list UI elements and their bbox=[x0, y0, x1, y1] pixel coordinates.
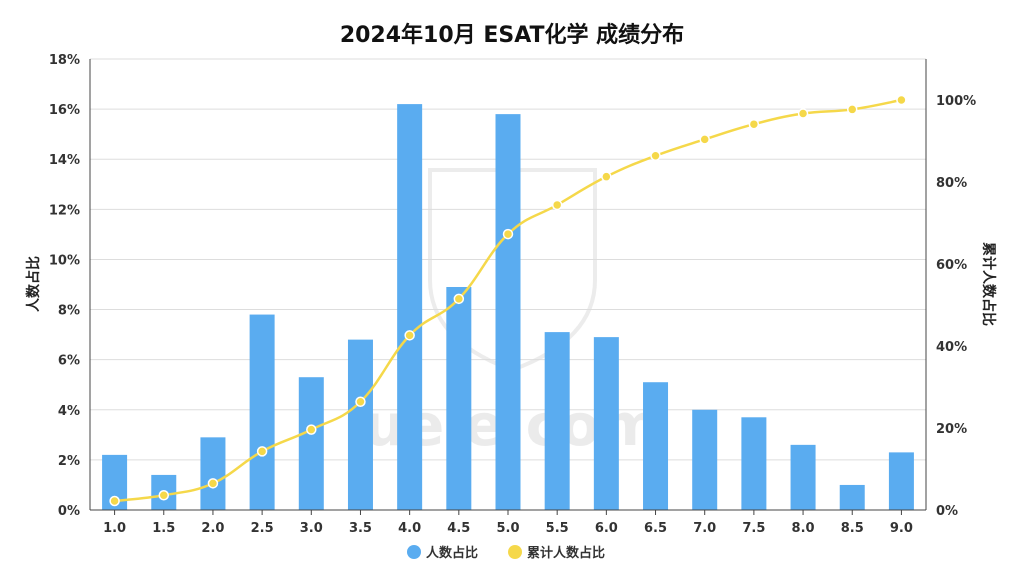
bar bbox=[643, 382, 669, 510]
x-tick-label: 4.5 bbox=[447, 521, 470, 536]
x-tick-label: 6.0 bbox=[595, 521, 618, 536]
x-tick-label: 5.5 bbox=[546, 521, 569, 536]
x-tick-label: 9.0 bbox=[890, 521, 913, 536]
y-tick-label: 4% bbox=[58, 404, 80, 419]
x-tick-label: 7.0 bbox=[693, 521, 716, 536]
chart-title: 2024年10月 ESAT化学 成绩分布 bbox=[340, 22, 684, 48]
line-point bbox=[207, 478, 219, 489]
y2-tick-label: 60% bbox=[936, 258, 967, 273]
line-point bbox=[158, 489, 170, 501]
y2-tick-label: 20% bbox=[936, 422, 967, 437]
line-point bbox=[306, 424, 317, 435]
line-point bbox=[601, 171, 612, 182]
legend-label-line[interactable]: 累计人数占比 bbox=[527, 545, 605, 561]
y2-tick-label: 80% bbox=[936, 176, 967, 191]
x-tick-label: 3.0 bbox=[300, 521, 323, 536]
bar bbox=[200, 437, 226, 510]
y2-tick-label: 40% bbox=[936, 340, 967, 355]
legend-label-bar[interactable]: 人数占比 bbox=[426, 545, 478, 561]
line-point bbox=[846, 104, 858, 115]
x-tick-label: 1.5 bbox=[152, 521, 175, 536]
line-point bbox=[109, 495, 120, 507]
y2-axis-label: 累计人数占比 bbox=[980, 242, 997, 326]
y-tick-label: 0% bbox=[58, 504, 80, 519]
legend-marker-bar bbox=[407, 545, 421, 559]
y-tick-label: 16% bbox=[49, 103, 80, 118]
x-tick-label: 7.5 bbox=[742, 521, 765, 536]
y-tick-label: 8% bbox=[58, 304, 80, 319]
legend: 人数占比 累计人数占比 bbox=[407, 545, 605, 561]
bar bbox=[544, 332, 570, 510]
y2-tick-label: 100% bbox=[936, 94, 976, 109]
x-tick-label: 8.5 bbox=[841, 521, 864, 536]
line-point bbox=[797, 108, 809, 119]
y-tick-label: 6% bbox=[58, 354, 80, 369]
y-tick-label: 2% bbox=[58, 454, 80, 469]
line-point bbox=[748, 118, 760, 130]
y-tick-label: 18% bbox=[49, 53, 80, 68]
line-point bbox=[896, 94, 907, 106]
bar bbox=[249, 314, 275, 510]
line-point bbox=[650, 150, 661, 162]
bar bbox=[888, 452, 914, 510]
line-point bbox=[551, 199, 563, 211]
x-tick-label: 1.0 bbox=[103, 521, 126, 536]
y2-tick-label: 0% bbox=[936, 504, 958, 519]
x-tick-label: 6.5 bbox=[644, 521, 667, 536]
x-tick-label: 8.0 bbox=[792, 521, 815, 536]
x-tick-label: 3.5 bbox=[349, 521, 372, 536]
bar bbox=[298, 377, 324, 510]
bar bbox=[495, 114, 521, 510]
bar bbox=[446, 287, 472, 510]
x-tick-label: 4.0 bbox=[398, 521, 421, 536]
legend-marker-line bbox=[508, 545, 522, 559]
bar bbox=[741, 417, 767, 510]
x-tick-label: 2.0 bbox=[201, 521, 224, 536]
y-axis-label: 人数占比 bbox=[25, 256, 42, 312]
cumulative-line bbox=[109, 94, 907, 507]
line-point bbox=[453, 293, 465, 305]
axes: 0% 2% 4% 6% 8% 10% 12% 14% 16% 18% 0% 20% 40% 60% 80% 1… bbox=[49, 53, 976, 536]
y-tick-label: 14% bbox=[49, 153, 80, 168]
bar bbox=[347, 339, 373, 510]
bar bbox=[790, 444, 816, 510]
line-point bbox=[699, 134, 710, 145]
line-point bbox=[256, 446, 268, 457]
bars bbox=[102, 104, 914, 510]
line-point bbox=[355, 396, 366, 408]
bar bbox=[397, 104, 423, 510]
bar bbox=[692, 409, 718, 510]
bar bbox=[593, 337, 619, 510]
line-point bbox=[502, 228, 514, 240]
y-tick-label: 10% bbox=[49, 253, 80, 268]
x-tick-label: 2.5 bbox=[251, 521, 274, 536]
bar bbox=[839, 484, 865, 510]
x-tick-label: 5.0 bbox=[496, 521, 519, 536]
y-tick-label: 12% bbox=[49, 203, 80, 218]
cumulative-line-path bbox=[114, 98, 902, 503]
line-point bbox=[404, 330, 415, 341]
